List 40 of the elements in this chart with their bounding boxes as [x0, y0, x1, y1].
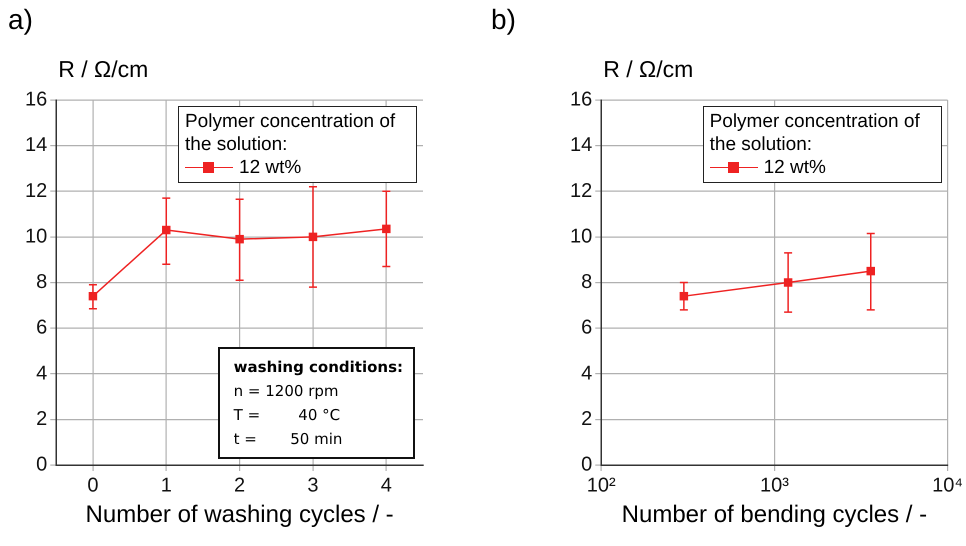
chart-title: b) — [491, 4, 516, 36]
y-tick-label: 0 — [581, 454, 592, 476]
x-axis-title: Number of washing cycles / - — [86, 501, 394, 529]
legend-label: 12 wt% — [764, 156, 826, 179]
y-tick-label: 2 — [581, 408, 592, 430]
y-tick-label: 12 — [24, 180, 48, 202]
y-tick-label: 8 — [581, 271, 592, 294]
y-axis-title: R / Ω/cm — [58, 56, 148, 83]
x-tick-label: 1 — [160, 474, 172, 497]
y-tick-label: 8 — [36, 271, 48, 294]
x-tick-label: 3 — [307, 474, 319, 497]
y-tick-label: 4 — [581, 362, 592, 384]
annotation: t = 50 min — [234, 429, 344, 450]
annotation: washing conditions: — [234, 357, 403, 378]
x-axis-title: Number of bending cycles / - — [622, 501, 928, 529]
y-tick-label: 12 — [570, 180, 592, 202]
y-tick-label: 10 — [570, 225, 592, 248]
y-tick-label: 4 — [36, 362, 48, 384]
y-tick-label: 14 — [24, 134, 48, 156]
y-tick-label: 2 — [36, 408, 48, 430]
x-tick-label: 10⁴ — [932, 474, 963, 497]
x-tick-label: 4 — [380, 474, 392, 497]
y-axis-title: R / Ω/cm — [603, 56, 694, 83]
x-tick-label: 0 — [87, 474, 98, 497]
legend-title: Polymer concentration of the solution: — [710, 110, 921, 156]
y-tick-label: 6 — [36, 316, 48, 339]
x-tick-label: 10² — [586, 474, 616, 497]
legend-label: 12 wt% — [239, 156, 302, 179]
annotation: n = 1200 rpm — [234, 381, 340, 402]
y-tick-label: 14 — [570, 134, 592, 156]
legend-title: Polymer concentration of the solution: — [185, 110, 396, 156]
annotation: T = 40 °C — [234, 405, 342, 426]
chart-title: a) — [8, 4, 33, 36]
y-tick-label: 10 — [24, 225, 48, 248]
y-tick-label: 16 — [570, 88, 592, 111]
y-tick-label: 16 — [24, 88, 48, 111]
y-tick-label: 0 — [36, 454, 48, 476]
y-tick-label: 6 — [581, 316, 592, 339]
x-tick-label: 10³ — [760, 474, 790, 497]
x-tick-label: 2 — [234, 474, 246, 497]
